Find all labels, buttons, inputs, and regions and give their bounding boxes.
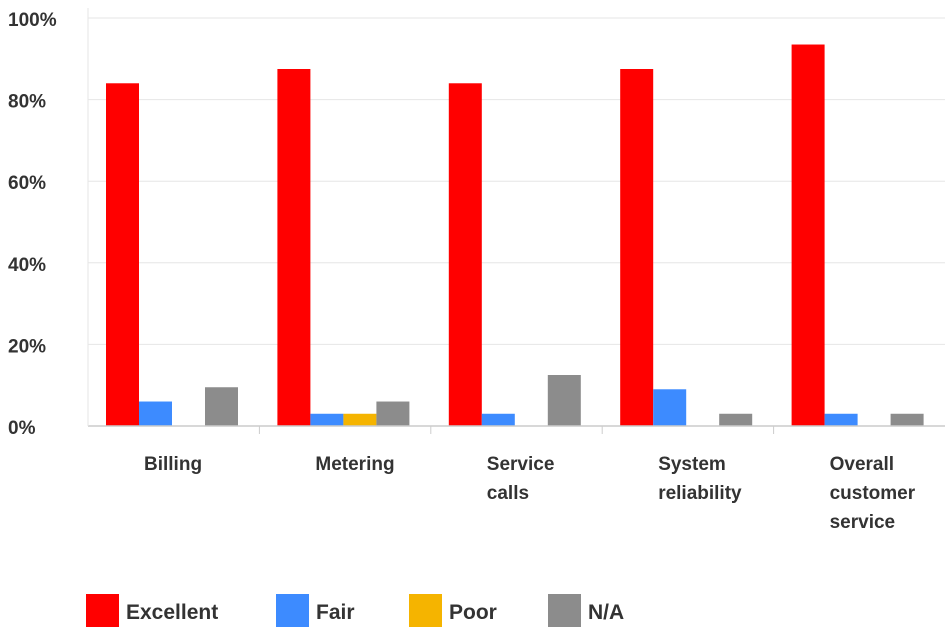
category-label: Billing [144,454,202,475]
bar-n-a-0 [205,387,238,426]
bar-n-a-3 [719,413,753,426]
y-tick-label: 60% [8,173,46,194]
bar-fair-1 [310,413,344,426]
category-label: Metering [315,454,394,475]
legend: Excellent Fair Poor N/A [86,594,624,627]
category-label: Service calls [487,454,555,504]
y-tick-label: 80% [8,92,46,113]
legend-label: Excellent [126,601,218,624]
x-axis [87,8,945,434]
legend-item-fair: Fair [276,594,355,627]
category-label: System reliability [658,454,742,504]
bar-poor-1 [343,413,377,426]
bar-fair-2 [481,413,515,426]
y-axis-ticks: 0% 20% 40% 60% 80% 100% [8,10,57,439]
bar-excellent-3 [620,69,654,426]
legend-item-excellent: Excellent [86,594,218,627]
legend-item-poor: Poor [409,594,497,627]
bar-fair-0 [139,401,172,426]
legend-label: Poor [449,601,497,624]
legend-item-n-a: N/A [548,594,624,627]
legend-swatch [276,594,309,627]
legend-label: N/A [588,601,624,624]
legend-swatch [548,594,581,627]
bar-excellent-1 [277,69,311,426]
legend-swatch [86,594,119,627]
legend-swatch [409,594,442,627]
y-tick-label: 100% [8,10,57,31]
bar-excellent-2 [448,83,482,426]
bar-n-a-2 [547,375,581,426]
bar-fair-4 [824,413,858,426]
category-label: Overall customer service [830,454,916,533]
y-tick-label: 40% [8,255,46,276]
bar-excellent-4 [791,44,825,427]
bar-n-a-1 [376,401,410,426]
category-labels: Billing Metering Service calls System reliabi… [144,454,916,533]
legend-label: Fair [316,601,355,624]
y-tick-label: 20% [8,336,46,357]
bar-fair-3 [653,389,687,426]
bar-n-a-4 [890,413,924,426]
bar-excellent-0 [106,83,139,426]
y-tick-label: 0% [8,418,36,439]
bars [106,44,924,427]
